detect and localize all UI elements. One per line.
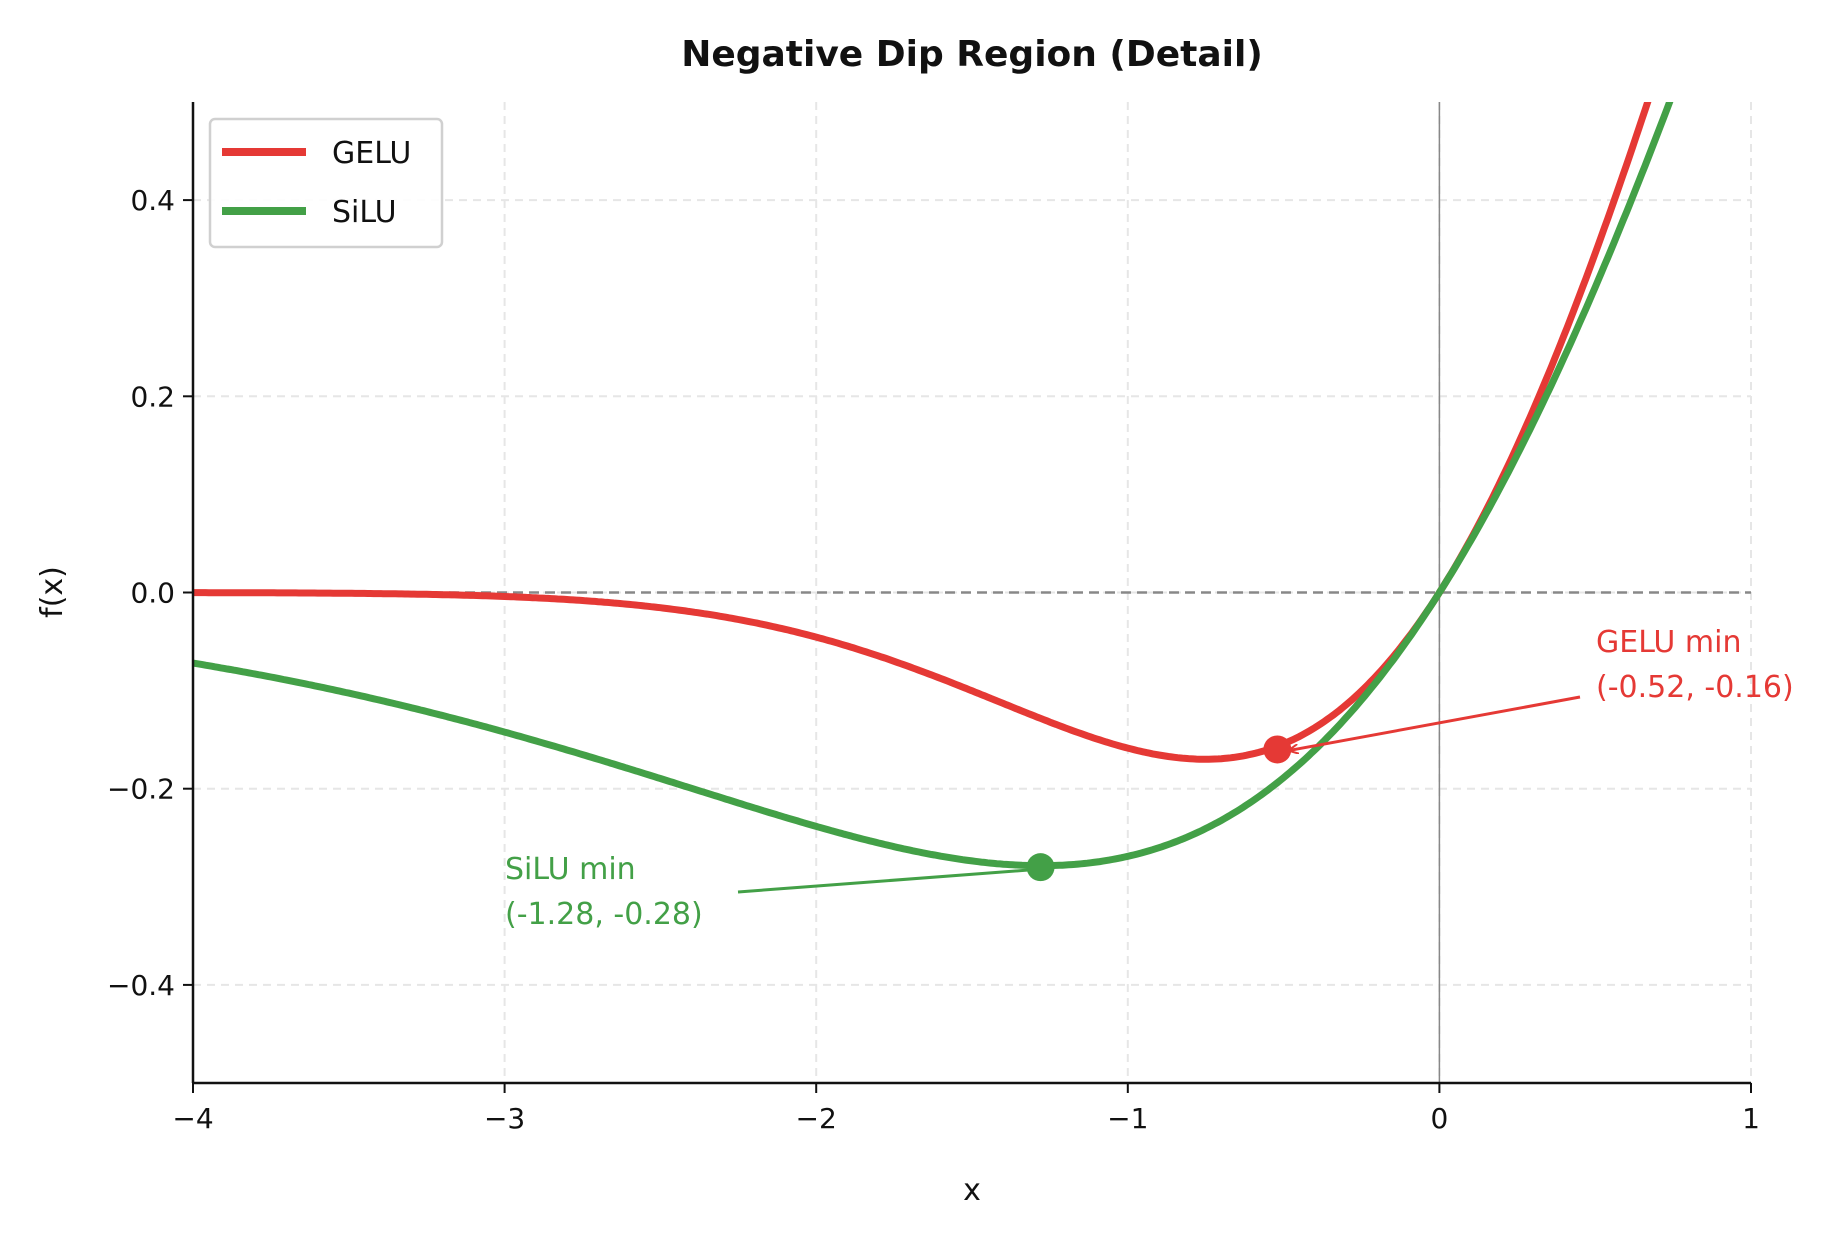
chart-title: Negative Dip Region (Detail) xyxy=(681,34,1263,75)
annotation-arrow xyxy=(1289,695,1581,750)
annotation-arrow xyxy=(737,868,1053,894)
x-tick-label: 0 xyxy=(1430,1102,1448,1135)
x-axis-label: x xyxy=(963,1173,981,1208)
annotation-label: GELU min xyxy=(1596,625,1742,660)
x-tick-label: −1 xyxy=(1107,1102,1148,1135)
annotation-coords: (-0.52, -0.16) xyxy=(1596,670,1794,705)
y-tick-label: −0.4 xyxy=(107,969,175,1002)
legend: GELU SiLU xyxy=(208,117,444,249)
y-axis-label: f(x) xyxy=(35,566,70,618)
series-line-gelu xyxy=(193,102,1652,763)
annotation-coords: (-1.28, -0.28) xyxy=(505,897,703,932)
y-tick-label: −0.2 xyxy=(107,773,175,806)
legend-label-gelu: GELU xyxy=(332,136,411,171)
annotations: GELU min (-0.52, -0.16) SiLU min (-1.28, -0… xyxy=(505,625,1794,932)
annotation-point xyxy=(1263,735,1292,764)
x-tick-label: −4 xyxy=(172,1102,213,1135)
series-line-silu xyxy=(193,102,1674,870)
legend-label-silu: SiLU xyxy=(332,195,397,230)
x-tick-label: −3 xyxy=(484,1102,525,1135)
y-tick-label: 0.0 xyxy=(130,577,175,610)
axes: −4 −3 −2 −1 0 1 −0.4 −0.2 0.0 0.2 0.4 xyxy=(107,102,1760,1135)
y-tick-label: 0.4 xyxy=(130,184,175,217)
x-tick-label: −2 xyxy=(796,1102,837,1135)
y-tick-label: 0.2 xyxy=(130,380,175,413)
x-tick-label: 1 xyxy=(1742,1102,1760,1135)
series-lines xyxy=(193,102,1674,870)
annotation-point xyxy=(1026,853,1055,882)
annotation-label: SiLU min xyxy=(505,852,636,887)
